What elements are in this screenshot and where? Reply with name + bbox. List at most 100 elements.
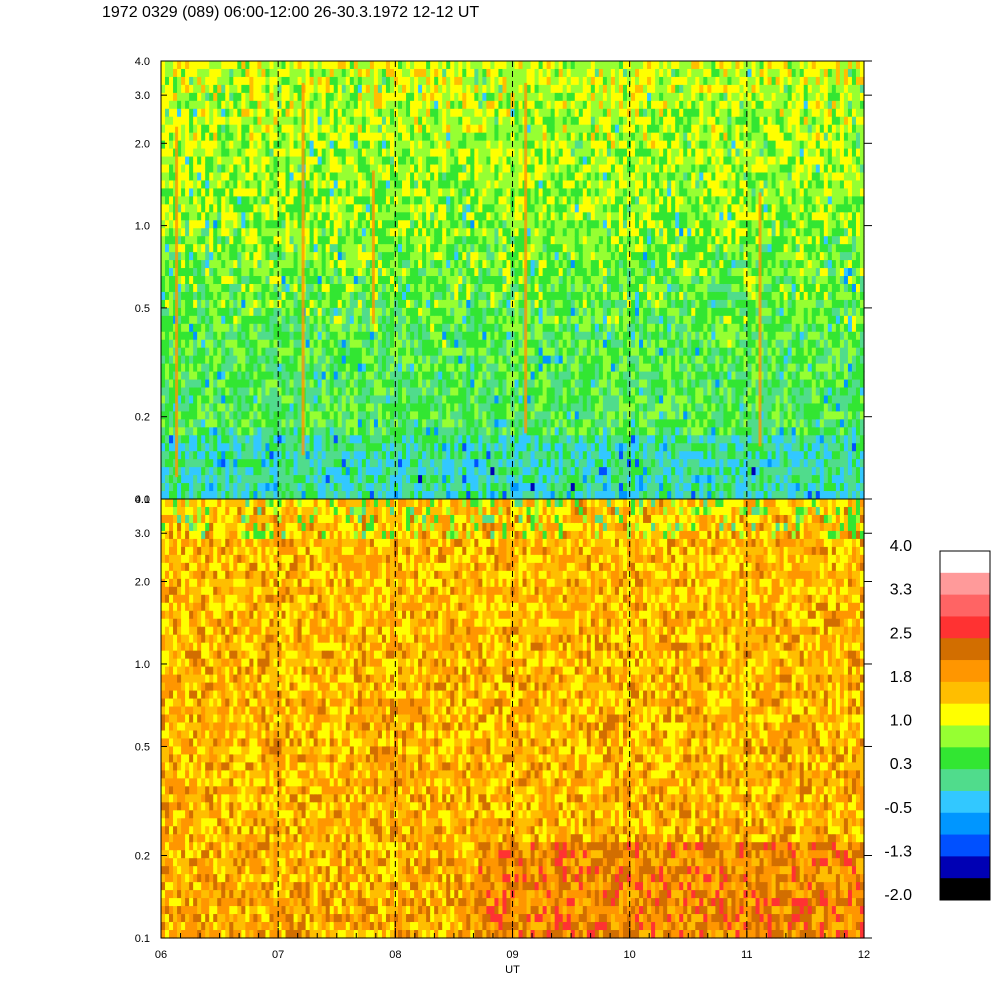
heatmap-cell — [302, 61, 307, 70]
heatmap-cell — [386, 188, 391, 197]
heatmap-cell — [394, 109, 399, 118]
heatmap-cell — [358, 188, 363, 197]
heatmap-cell — [290, 101, 295, 110]
heatmap-cell — [330, 268, 335, 277]
heatmap-cell — [486, 316, 491, 325]
heatmap-cell — [330, 69, 335, 78]
heatmap-cell — [237, 403, 242, 412]
heatmap-cell — [221, 180, 226, 189]
heatmap-cell — [462, 411, 467, 420]
heatmap-cell — [257, 165, 262, 174]
heatmap-cell — [169, 252, 174, 261]
heatmap-cell — [330, 133, 335, 142]
heatmap-cell — [282, 324, 287, 333]
heatmap-cell — [257, 451, 262, 460]
heatmap-cell — [261, 419, 266, 428]
heatmap-cell — [225, 101, 230, 110]
heatmap-cell — [438, 467, 443, 476]
heatmap-cell — [249, 427, 254, 436]
heatmap-cell — [269, 483, 274, 492]
heatmap-cell — [245, 260, 250, 269]
heatmap-cell — [462, 427, 467, 436]
heatmap-cell — [209, 411, 214, 420]
heatmap-cell — [410, 483, 415, 492]
heatmap-cell — [261, 340, 266, 349]
heatmap-cell — [169, 459, 174, 468]
heatmap-cell — [354, 372, 359, 381]
heatmap-cell — [193, 435, 198, 444]
heatmap-cell — [502, 228, 507, 237]
heatmap-cell — [366, 308, 371, 317]
heatmap-cell — [490, 300, 495, 309]
heatmap-cell — [402, 443, 407, 452]
heatmap-cell — [474, 77, 479, 86]
heatmap-cell — [318, 85, 323, 94]
heatmap-cell — [410, 109, 415, 118]
heatmap-cell — [261, 483, 266, 492]
heatmap-cell — [474, 252, 479, 261]
heatmap-cell — [430, 149, 435, 158]
heatmap-cell — [225, 395, 230, 404]
heatmap-cell — [314, 85, 319, 94]
heatmap-cell — [498, 467, 503, 476]
heatmap-cell — [269, 380, 274, 389]
heatmap-cell — [454, 196, 459, 205]
heatmap-cell — [519, 483, 524, 492]
heatmap-cell — [189, 69, 194, 78]
heatmap-cell — [442, 196, 447, 205]
heatmap-cell — [193, 348, 198, 357]
heatmap-cell — [390, 332, 395, 341]
heatmap-cell — [426, 133, 431, 142]
heatmap-cell — [318, 324, 323, 333]
heatmap-cell — [334, 133, 339, 142]
heatmap-cell — [382, 324, 387, 333]
heatmap-cell — [354, 435, 359, 444]
heatmap-cell — [265, 220, 270, 229]
heatmap-cell — [181, 212, 186, 221]
heatmap-cell — [257, 372, 262, 381]
heatmap-cell — [430, 419, 435, 428]
heatmap-cell — [358, 443, 363, 452]
heatmap-cell — [394, 212, 399, 221]
heatmap-cell — [354, 188, 359, 197]
heatmap-cell — [197, 244, 202, 253]
heatmap-cell — [454, 459, 459, 468]
heatmap-cell — [498, 77, 503, 86]
heatmap-cell — [326, 204, 331, 213]
heatmap-cell — [474, 188, 479, 197]
heatmap-cell — [398, 403, 403, 412]
heatmap-cell — [342, 340, 347, 349]
heatmap-cell — [354, 69, 359, 78]
heatmap-cell — [350, 157, 355, 166]
heatmap-cell — [406, 276, 411, 285]
heatmap-cell — [474, 316, 479, 325]
heatmap-cell — [342, 141, 347, 150]
heatmap-cell — [197, 188, 202, 197]
heatmap-cell — [418, 419, 423, 428]
heatmap-cell — [189, 380, 194, 389]
heatmap-cell — [430, 427, 435, 436]
heatmap-cell — [502, 260, 507, 269]
heatmap-cell — [378, 443, 383, 452]
heatmap-cell — [382, 380, 387, 389]
heatmap-cell — [201, 141, 206, 150]
heatmap-cell — [342, 196, 347, 205]
heatmap-cell — [506, 475, 511, 484]
heatmap-cell — [181, 117, 186, 126]
heatmap-cell — [181, 260, 186, 269]
heatmap-cell — [330, 284, 335, 293]
heatmap-cell — [318, 372, 323, 381]
heatmap-cell — [498, 165, 503, 174]
heatmap-cell — [422, 435, 427, 444]
heatmap-cell — [209, 228, 214, 237]
heatmap-cell — [442, 85, 447, 94]
heatmap-cell — [462, 475, 467, 484]
heatmap-cell — [334, 180, 339, 189]
heatmap-cell — [294, 300, 299, 309]
heatmap-cell — [197, 475, 202, 484]
heatmap-cell — [314, 427, 319, 436]
heatmap-cell — [302, 459, 307, 468]
heatmap-cell — [169, 308, 174, 317]
heatmap-cell — [286, 284, 291, 293]
heatmap-cell — [282, 172, 287, 181]
